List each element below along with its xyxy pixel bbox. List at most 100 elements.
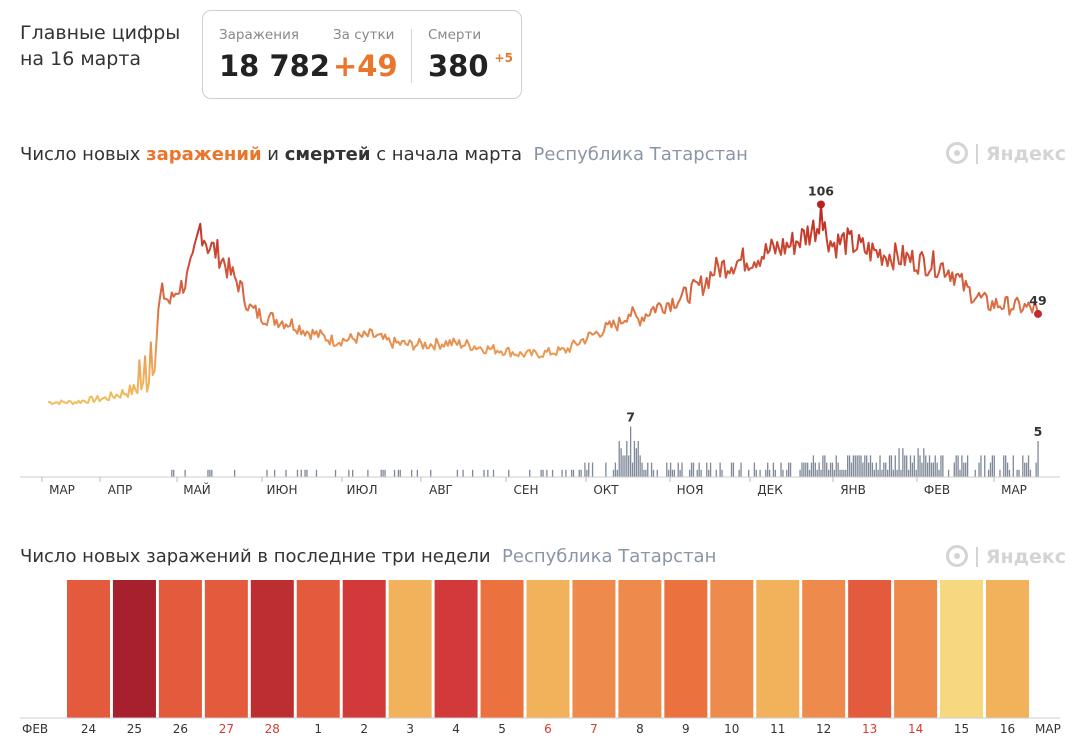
deaths-value-row: 380 +5 [428, 49, 513, 83]
death-bar [856, 455, 858, 477]
death-bar [932, 462, 934, 477]
bar [296, 580, 340, 718]
death-bar [719, 462, 721, 477]
daily-label: За сутки [333, 27, 395, 43]
death-bar [732, 462, 735, 477]
x-tick-label: ЯНВ [840, 483, 866, 497]
headline: Главные цифры на 16 марта [20, 20, 190, 72]
death-bar [300, 469, 302, 477]
death-bar [637, 441, 639, 477]
bar-category-label: 16 [1000, 722, 1015, 736]
death-bar [666, 462, 668, 477]
bar [572, 580, 616, 718]
death-bar [380, 469, 382, 477]
death-bar [867, 462, 870, 477]
death-bar [1022, 455, 1024, 477]
death-bar [765, 469, 767, 477]
death-bar [845, 469, 847, 477]
death-bar [542, 469, 544, 477]
death-bar [304, 469, 306, 477]
death-bar [738, 469, 740, 477]
death-bar [755, 469, 757, 477]
death-bar [991, 455, 994, 477]
death-bar [546, 469, 548, 477]
month-label-right: МАР [1035, 722, 1061, 736]
deaths-stat: Смерти 380 +5 [428, 27, 513, 83]
bar [480, 580, 524, 718]
death-bar [955, 455, 957, 477]
death-bar [782, 469, 784, 477]
bar [894, 580, 938, 718]
chart1-svg: 106 49 7 5 МАР АПР МАЙ ИЮН ИЮЛ АВГ СЕН ОКТ НОЯ ДЕК Я… [20, 183, 1060, 497]
cases-value: 18 782 [219, 49, 330, 83]
death-bar [700, 469, 702, 477]
death-bar [624, 455, 626, 477]
bar-category-label: 7 [590, 722, 598, 736]
bar [158, 580, 202, 718]
death-bar [879, 455, 881, 477]
death-bar [266, 469, 268, 477]
death-bar [866, 455, 868, 477]
chart2-title: Число новых заражений в последние три не… [20, 546, 716, 567]
death-bar [980, 455, 982, 477]
x-tick-label: ОКТ [593, 483, 619, 497]
death-bar [921, 462, 923, 477]
death-bar [629, 426, 632, 477]
death-bar [171, 469, 173, 477]
death-bar [814, 462, 816, 477]
bar-category-label: 13 [862, 722, 877, 736]
death-bar [1027, 455, 1030, 477]
bar-category-label: 9 [682, 722, 690, 736]
death-bar [529, 469, 531, 477]
chart1-title: Число новых заражений и смертей с начала… [20, 144, 748, 165]
death-bar [561, 469, 563, 477]
x-tick-label: АПР [108, 483, 132, 497]
cases-peak-dot [1034, 309, 1042, 318]
death-bar [810, 462, 813, 477]
death-bar [748, 469, 750, 477]
death-bar [904, 455, 906, 477]
death-bar [942, 455, 944, 477]
death-bar [930, 462, 933, 477]
death-bar [643, 469, 645, 477]
deaths-value-label: 5 [1034, 424, 1043, 439]
death-bar [913, 455, 915, 477]
headline-line2: на 16 марта [20, 48, 142, 70]
bar [526, 580, 570, 718]
bar [342, 580, 386, 718]
death-bar [612, 469, 615, 477]
death-bar [883, 462, 885, 477]
deaths-delta: +5 [494, 51, 513, 65]
death-bar [886, 469, 889, 477]
death-bar [641, 462, 643, 477]
death-bar [989, 462, 992, 477]
death-bar [896, 469, 898, 477]
x-tick-label: ИЮЛ [347, 483, 378, 497]
death-bar [688, 469, 691, 477]
death-bar [184, 469, 186, 477]
death-bar [730, 462, 733, 477]
death-bar [588, 462, 590, 477]
death-bar [384, 469, 386, 477]
bar-category-label: 15 [954, 722, 969, 736]
death-bar [909, 455, 912, 477]
death-bar [622, 455, 624, 477]
death-bar [906, 455, 908, 477]
death-bar [787, 462, 790, 477]
death-bar [709, 462, 712, 477]
bar [434, 580, 478, 718]
death-bar [869, 455, 872, 477]
death-bar [416, 469, 419, 477]
death-bar [1037, 441, 1039, 477]
bar-category-label: 3 [406, 722, 414, 736]
death-bar [209, 469, 211, 477]
death-bar [934, 455, 936, 477]
death-bar [677, 462, 679, 477]
death-bar [740, 462, 742, 477]
deaths-label: Смерти [428, 27, 482, 43]
deaths-value: 380 [428, 49, 489, 83]
cases-value-label: 49 [1029, 293, 1046, 308]
death-bar [965, 462, 967, 477]
death-bar [881, 469, 883, 477]
death-bar [947, 469, 950, 477]
